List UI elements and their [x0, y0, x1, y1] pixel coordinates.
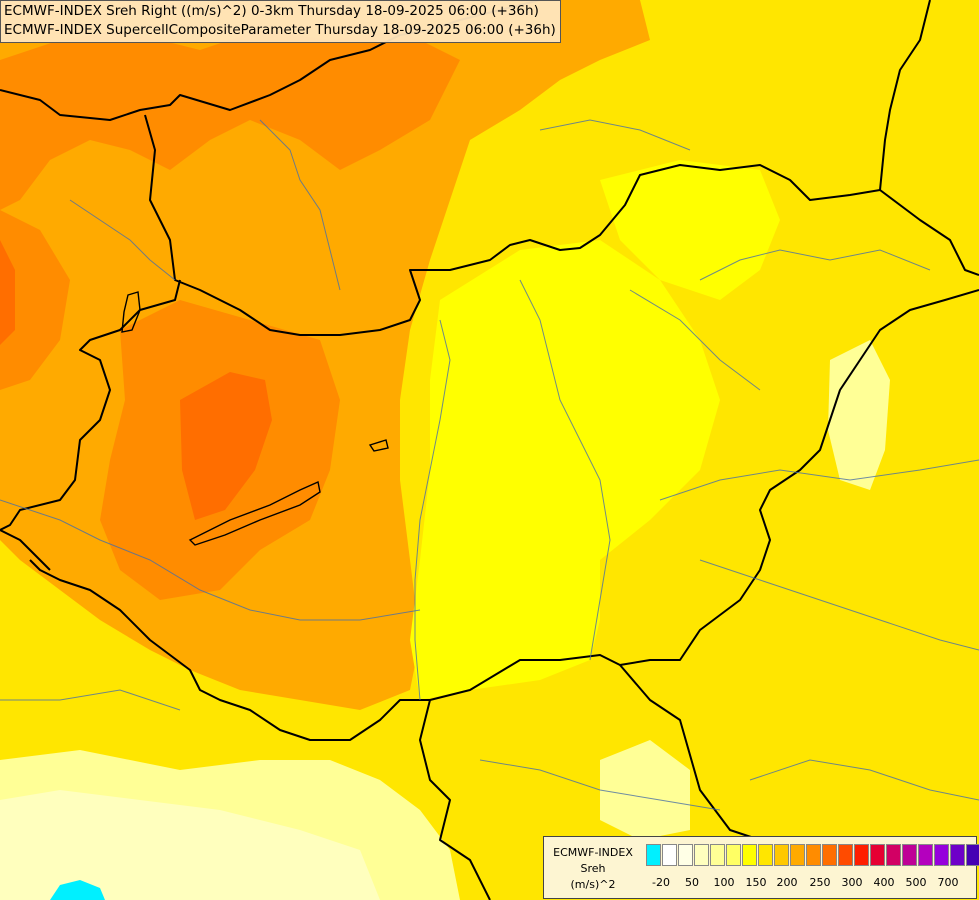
legend-swatch-20 [966, 844, 979, 866]
deep-orange-zone-north [0, 30, 460, 210]
legend-swatch-18 [934, 844, 949, 866]
legend-swatch-14 [870, 844, 885, 866]
yellow-zone-east [600, 160, 780, 300]
legend-swatch-5 [726, 844, 741, 866]
lake-balaton [188, 481, 321, 546]
legend-tick-7: 400 [873, 876, 895, 889]
legend-label-line-3: (m/s)^2 [570, 878, 616, 891]
legend-tick-4: 200 [776, 876, 798, 889]
lake-small-east [368, 439, 389, 452]
legend-swatch-2 [678, 844, 693, 866]
title-line-2: ECMWF-INDEX SupercellCompositeParameter … [4, 22, 556, 38]
legend-swatch-11 [822, 844, 837, 866]
legend-swatch-19 [950, 844, 965, 866]
legend-box: ECMWF-INDEX Sreh (m/s)^2 -20 50 100 150 200 2… [543, 836, 979, 899]
legend-tick-8: 500 [905, 876, 927, 889]
legend-swatch-13 [854, 844, 869, 866]
legend-tick-0: -20 [652, 876, 670, 889]
legend-swatch-8 [774, 844, 789, 866]
legend-swatch-15 [886, 844, 901, 866]
legend-label-line-1: ECMWF-INDEX [553, 846, 633, 859]
legend-color-scale [646, 844, 979, 866]
legend-swatch-16 [902, 844, 917, 866]
legend-tick-3: 150 [745, 876, 767, 889]
title-box: ECMWF-INDEX Sreh Right ((m/s)^2) 0-3km T… [0, 0, 561, 43]
red-orange-west [0, 240, 15, 345]
light-zone-southwest [0, 790, 380, 900]
legend-tick-5: 250 [809, 876, 831, 889]
legend-swatch-9 [790, 844, 805, 866]
legend-swatch-6 [742, 844, 757, 866]
legend-label-line-2: Sreh [580, 862, 606, 875]
legend-tick-1: 50 [685, 876, 699, 889]
legend-swatch-10 [806, 844, 821, 866]
title-line-1: ECMWF-INDEX Sreh Right ((m/s)^2) 0-3km T… [4, 3, 539, 19]
deep-orange-zone-west [0, 210, 70, 390]
legend-swatch-17 [918, 844, 933, 866]
legend-swatch-7 [758, 844, 773, 866]
legend-swatch-3 [694, 844, 709, 866]
legend-swatch-1 [662, 844, 677, 866]
legend-tick-9: 700 [937, 876, 959, 889]
legend-swatch-0 [646, 844, 661, 866]
legend-swatch-12 [838, 844, 853, 866]
lake-neusiedl [121, 291, 141, 333]
rivers [0, 119, 979, 811]
legend-tick-2: 100 [713, 876, 735, 889]
red-orange-core [180, 372, 272, 520]
pale-zone-southeast [600, 740, 690, 840]
legend-swatch-4 [710, 844, 725, 866]
legend-tick-6: 300 [841, 876, 863, 889]
yellow-zone-plain [410, 240, 720, 700]
cyan-zone [50, 880, 105, 900]
pale-zone-east [828, 340, 890, 490]
